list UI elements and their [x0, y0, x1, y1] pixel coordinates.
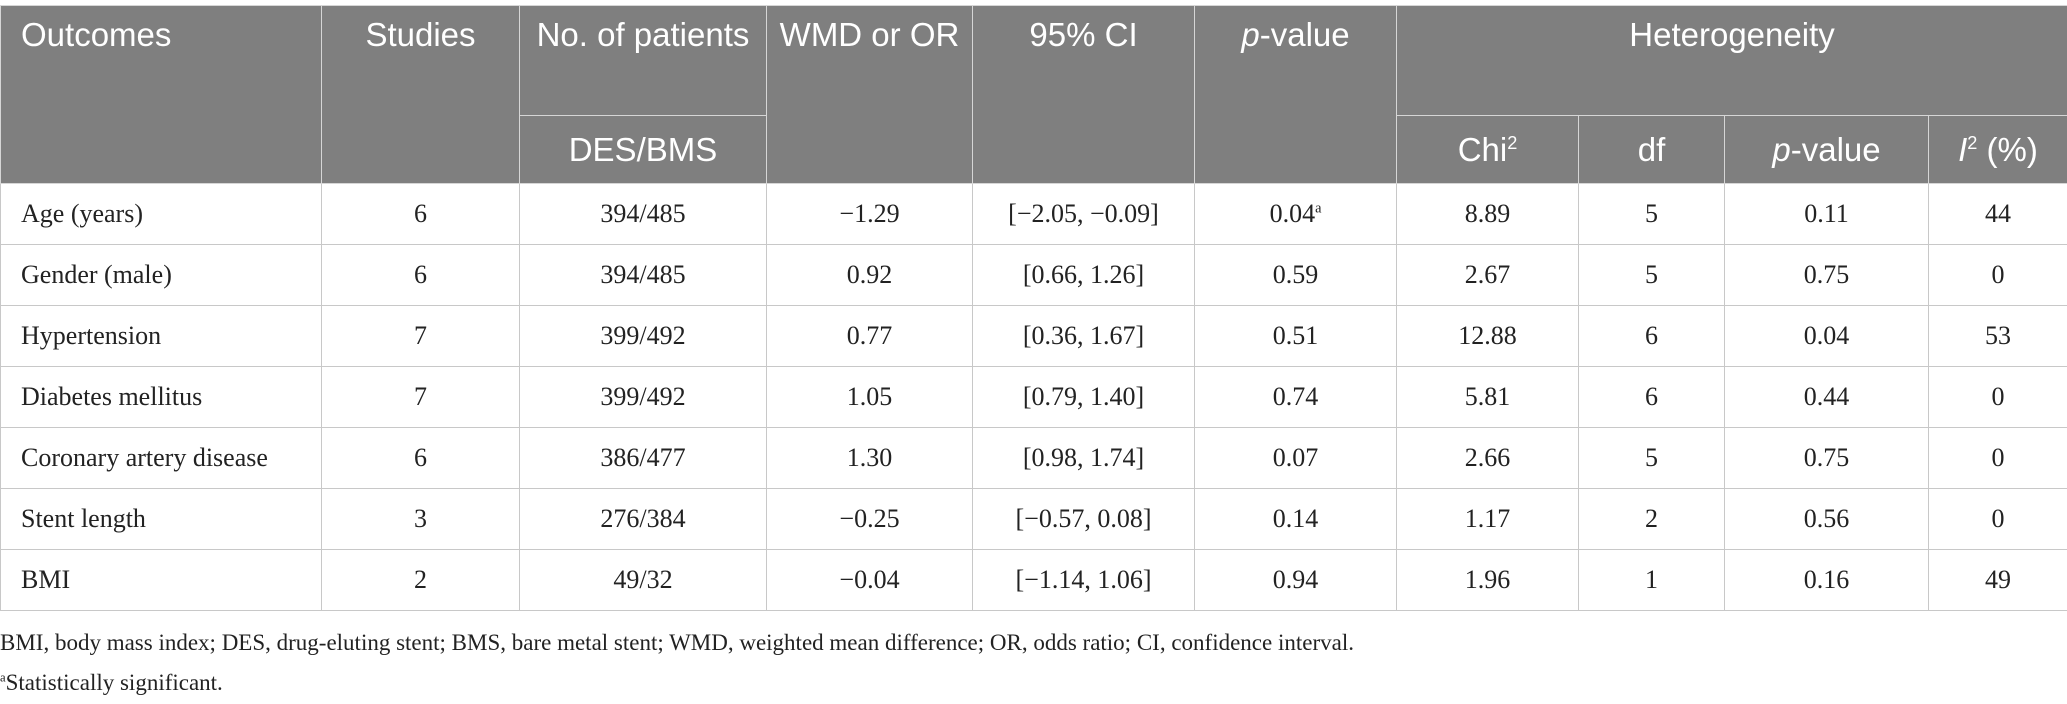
cell-patients: 386/477 — [519, 427, 767, 489]
cell-df: 2 — [1578, 488, 1725, 550]
cell-p-value: 0.07 — [1194, 427, 1397, 489]
cell-het-p-value: 0.75 — [1724, 427, 1929, 489]
cell-outcome: Age (years) — [0, 183, 322, 245]
cell-het-p-value: 0.75 — [1724, 244, 1929, 306]
cell-patients: 276/384 — [519, 488, 767, 550]
cell-ci: [0.66, 1.26] — [972, 244, 1195, 306]
table-body: Age (years) 6 394/485 −1.29 [−2.05, −0.09] 0.… — [0, 183, 2067, 611]
header-chi2: Chi2 — [1396, 115, 1579, 184]
table-row: Age (years) 6 394/485 −1.29 [−2.05, −0.09] 0.… — [0, 183, 2067, 245]
cell-chi2: 8.89 — [1396, 183, 1579, 245]
cell-p-value: 0.74 — [1194, 366, 1397, 428]
cell-i2: 0 — [1927, 244, 2067, 306]
cell-ci: [−0.57, 0.08] — [972, 488, 1195, 550]
header-ci: 95% CI — [972, 5, 1195, 184]
results-table-container: Outcomes Studies No. of patients WMD or … — [0, 5, 2067, 611]
cell-het-p-value: 0.16 — [1724, 549, 1929, 611]
cell-outcome: Gender (male) — [0, 244, 322, 306]
footnote-abbreviations: BMI, body mass index; DES, drug-eluting … — [0, 630, 1354, 655]
cell-ci: [0.98, 1.74] — [972, 427, 1195, 489]
cell-studies: 2 — [321, 549, 520, 611]
header-patients-sub: DES/BMS — [519, 115, 767, 184]
cell-i2: 44 — [1927, 183, 2067, 245]
cell-df: 6 — [1578, 366, 1725, 428]
cell-chi2: 1.17 — [1396, 488, 1579, 550]
cell-patients: 399/492 — [519, 366, 767, 428]
cell-i2: 0 — [1927, 427, 2067, 489]
table-header: Outcomes Studies No. of patients WMD or … — [0, 5, 2067, 184]
cell-outcome: Diabetes mellitus — [0, 366, 322, 428]
cell-outcome: Coronary artery disease — [0, 427, 322, 489]
cell-chi2: 1.96 — [1396, 549, 1579, 611]
cell-ci: [0.36, 1.67] — [972, 305, 1195, 367]
cell-chi2: 2.66 — [1396, 427, 1579, 489]
header-p-value: p-value — [1194, 5, 1397, 184]
cell-studies: 3 — [321, 488, 520, 550]
cell-i2: 53 — [1927, 305, 2067, 367]
cell-p-value: 0.59 — [1194, 244, 1397, 306]
table-row: Gender (male) 6 394/485 0.92 [0.66, 1.26] 0.5… — [0, 244, 2067, 306]
cell-wmd-or: 1.30 — [766, 427, 973, 489]
cell-het-p-value: 0.11 — [1724, 183, 1929, 245]
table-row: Stent length 3 276/384 −0.25 [−0.57, 0.08] 0.… — [0, 488, 2067, 550]
cell-studies: 6 — [321, 427, 520, 489]
cell-wmd-or: −0.04 — [766, 549, 973, 611]
cell-chi2: 12.88 — [1396, 305, 1579, 367]
header-studies: Studies — [321, 5, 520, 184]
header-df: df — [1578, 115, 1725, 184]
table-row: Hypertension 7 399/492 0.77 [0.36, 1.67] 0.51… — [0, 305, 2067, 367]
cell-patients: 49/32 — [519, 549, 767, 611]
header-heterogeneity: Heterogeneity — [1395, 5, 2067, 116]
cell-wmd-or: −0.25 — [766, 488, 973, 550]
cell-ci: [−2.05, −0.09] — [972, 183, 1195, 245]
cell-het-p-value: 0.44 — [1724, 366, 1929, 428]
table-row: Diabetes mellitus 7 399/492 1.05 [0.79, 1.40… — [0, 366, 2067, 428]
table-row: Coronary artery disease 6 386/477 1.30 [0.98… — [0, 427, 2067, 489]
cell-df: 5 — [1578, 244, 1725, 306]
cell-i2: 0 — [1927, 488, 2067, 550]
cell-wmd-or: 0.77 — [766, 305, 973, 367]
header-het-p-value: p-value — [1724, 115, 1929, 184]
cell-ci: [0.79, 1.40] — [972, 366, 1195, 428]
table-row: BMI 2 49/32 −0.04 [−1.14, 1.06] 0.94 1.96 1 0.16… — [0, 549, 2067, 611]
cell-het-p-value: 0.56 — [1724, 488, 1929, 550]
cell-studies: 7 — [321, 305, 520, 367]
header-patients: No. of patients — [519, 5, 767, 116]
footnote-significance: aStatistically significant. — [0, 670, 223, 695]
cell-wmd-or: 0.92 — [766, 244, 973, 306]
cell-p-value: 0.14 — [1194, 488, 1397, 550]
significance-mark: a — [1315, 200, 1322, 217]
cell-wmd-or: −1.29 — [766, 183, 973, 245]
cell-outcome: Stent length — [0, 488, 322, 550]
header-wmd-or: WMD or OR — [766, 5, 973, 184]
cell-i2: 49 — [1927, 549, 2067, 611]
cell-studies: 6 — [321, 244, 520, 306]
cell-outcome: Hypertension — [0, 305, 322, 367]
cell-df: 1 — [1578, 549, 1725, 611]
cell-patients: 399/492 — [519, 305, 767, 367]
cell-p-value: 0.04a — [1194, 183, 1397, 245]
cell-het-p-value: 0.04 — [1724, 305, 1929, 367]
cell-studies: 7 — [321, 366, 520, 428]
cell-chi2: 5.81 — [1396, 366, 1579, 428]
header-outcomes: Outcomes — [0, 5, 322, 184]
header-i2: I2 (%) — [1927, 115, 2067, 184]
cell-df: 6 — [1578, 305, 1725, 367]
cell-p-value: 0.94 — [1194, 549, 1397, 611]
cell-patients: 394/485 — [519, 183, 767, 245]
results-table: Outcomes Studies No. of patients WMD or … — [0, 5, 2067, 611]
cell-df: 5 — [1578, 183, 1725, 245]
cell-patients: 394/485 — [519, 244, 767, 306]
cell-p-value: 0.51 — [1194, 305, 1397, 367]
cell-i2: 0 — [1927, 366, 2067, 428]
cell-chi2: 2.67 — [1396, 244, 1579, 306]
cell-wmd-or: 1.05 — [766, 366, 973, 428]
cell-outcome: BMI — [0, 549, 322, 611]
cell-ci: [−1.14, 1.06] — [972, 549, 1195, 611]
cell-df: 5 — [1578, 427, 1725, 489]
cell-studies: 6 — [321, 183, 520, 245]
